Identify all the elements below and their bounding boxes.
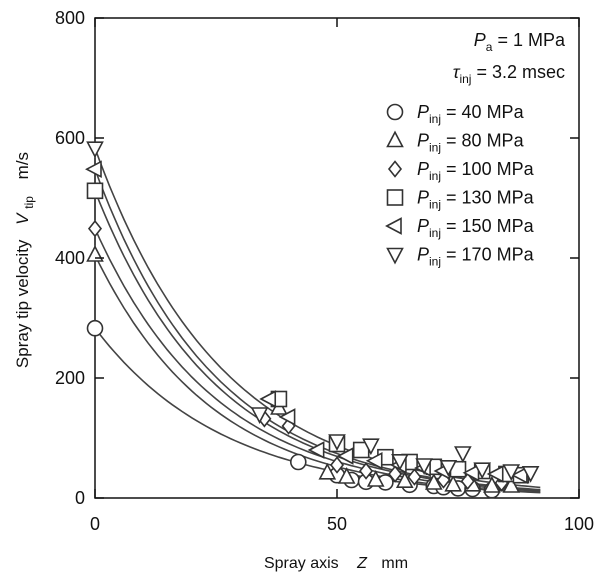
data-point-triangle-down (328, 434, 346, 451)
legend-sub: inj (429, 169, 441, 183)
data-point-triangle-left (336, 447, 354, 465)
data-point-triangle-up (86, 245, 104, 262)
data-point-diamond (388, 465, 403, 483)
data-point-diamond (87, 219, 103, 238)
data-point-triangle-left (278, 408, 296, 426)
data-point-triangle-down (454, 446, 472, 463)
data-point-triangle-down (86, 141, 104, 159)
legend-marker-square (386, 189, 404, 206)
legend-entry-label: Pinj = 170 MPa (417, 245, 535, 269)
data-point-triangle-left (307, 441, 325, 459)
condition-var: P (474, 30, 486, 50)
legend-sub: inj (429, 226, 441, 240)
legend-var: P (417, 131, 429, 151)
legend-marker-triangle-up (386, 130, 404, 148)
condition-value: = 3.2 msec (471, 62, 565, 82)
legend-var: P (417, 159, 429, 179)
y-tick-label: 400 (55, 248, 85, 268)
y-tick-label: 0 (75, 488, 85, 508)
data-point-diamond (407, 468, 422, 486)
legend-var: P (417, 188, 429, 208)
data-point-triangle-down (439, 459, 458, 477)
legend-var: P (417, 102, 429, 122)
legend-entry-label: Pinj = 40 MPa (417, 102, 525, 126)
condition-sub: a (486, 40, 493, 54)
y-axis-label-text: Spray tip velocity (13, 239, 32, 368)
legend-value: = 130 MPa (441, 188, 535, 208)
legend-entry-label: Pinj = 80 MPa (417, 131, 525, 155)
x-tick-label: 100 (564, 514, 594, 534)
data-point-diamond (359, 462, 374, 480)
x-axis-label-text: Spray axis (264, 555, 339, 572)
y-axis-var-sub: tip (22, 196, 36, 209)
legend-var: P (417, 245, 429, 265)
y-axis-unit: m/s (13, 152, 32, 179)
legend-entry-label: Pinj = 150 MPa (417, 216, 535, 240)
data-point-triangle-left (85, 160, 102, 179)
data-point-triangle-up (483, 476, 501, 493)
data-point-circle (86, 319, 104, 337)
y-axis-label: Spray tip velocity V tip m/s (13, 152, 37, 368)
y-axis-var: V (13, 212, 32, 225)
legend-marker-diamond (387, 160, 403, 178)
legend-entry-label: Pinj = 100 MPa (417, 159, 535, 183)
condition-sub: inj (459, 72, 471, 86)
data-point-triangle-up (318, 462, 337, 480)
legend-value: = 150 MPa (441, 216, 535, 236)
x-axis-unit: mm (381, 555, 408, 572)
data-point-triangle-down (362, 438, 380, 456)
legend-marker-triangle-left (385, 217, 402, 235)
data-point-circle (289, 453, 307, 471)
data-point-triangle-up (424, 473, 443, 490)
condition-value: = 1 MPa (492, 30, 566, 50)
data-point-triangle-down (473, 462, 492, 480)
legend-value: = 80 MPa (441, 131, 525, 151)
condition-var: τ (453, 62, 461, 82)
legend-sub: inj (429, 141, 441, 155)
data-point-triangle-up (395, 471, 414, 489)
conditions-group: Pa = 1 MPa τinj = 3.2 msec (453, 30, 566, 86)
y-tick-label: 600 (55, 128, 85, 148)
legend-var: P (417, 216, 429, 236)
data-point-triangle-up (366, 470, 385, 487)
data-point-diamond (329, 456, 345, 474)
legend-marker-circle (386, 103, 404, 121)
legend-sub: inj (429, 255, 441, 269)
data-point-triangle-left (365, 451, 383, 470)
condition-2: τinj = 3.2 msec (453, 62, 565, 86)
legend-sub: inj (429, 112, 441, 126)
data-point-triangle-up (337, 467, 356, 484)
data-point-square (86, 182, 104, 200)
x-tick-label: 0 (90, 514, 100, 534)
legend-entry-label: Pinj = 130 MPa (417, 188, 535, 212)
legend-value: = 100 MPa (441, 159, 535, 179)
data-point-triangle-down (502, 464, 521, 481)
x-tick-label: 50 (327, 514, 347, 534)
legend-sub: inj (429, 198, 441, 212)
x-axis-var: Z (356, 555, 368, 572)
condition-1: Pa = 1 MPa (474, 30, 566, 54)
legend-marker-triangle-down (386, 247, 404, 265)
data-point-triangle-down (521, 465, 540, 483)
data-point-triangle-down (415, 458, 433, 475)
data-point-triangle-up (502, 476, 521, 493)
ticks-group: 0 50 100 0 200 400 600 800 (55, 8, 594, 534)
y-tick-label: 200 (55, 368, 85, 388)
data-point-triangle-down (250, 407, 269, 424)
y-tick-label: 800 (55, 8, 85, 28)
data-point-triangle-left (259, 390, 277, 408)
legend-value: = 40 MPa (441, 102, 525, 122)
x-axis-label: Spray axis Z mm (264, 555, 408, 572)
data-point-triangle-left (462, 463, 480, 482)
data-point-triangle-up (444, 474, 462, 492)
markers-group (85, 141, 540, 499)
legend-value: = 170 MPa (441, 245, 535, 265)
data-point-triangle-left (486, 465, 504, 483)
data-point-triangle-down (391, 453, 409, 471)
